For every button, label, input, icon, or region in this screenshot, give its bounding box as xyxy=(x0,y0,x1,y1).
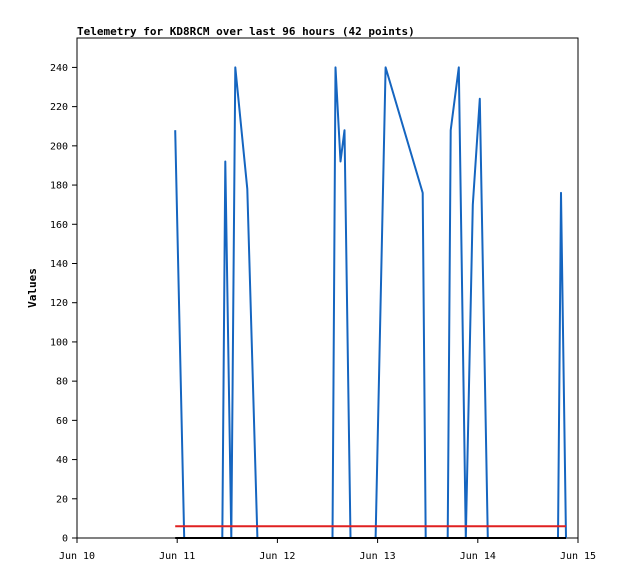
y-axis-label: Values xyxy=(26,268,39,308)
y-tick-label: 60 xyxy=(56,416,68,427)
y-tick-label: 80 xyxy=(56,377,68,388)
y-tick-label: 40 xyxy=(56,455,68,466)
x-tick-label: Jun 14 xyxy=(460,551,496,562)
y-tick-label: 200 xyxy=(50,141,68,152)
y-tick-label: 160 xyxy=(50,220,68,231)
x-tick-label: Jun 12 xyxy=(259,551,295,562)
x-tick-label: Jun 15 xyxy=(560,551,596,562)
y-tick-label: 240 xyxy=(50,63,68,74)
y-tick-label: 20 xyxy=(56,494,68,505)
y-tick-label: 180 xyxy=(50,181,68,192)
x-tick-label: Jun 10 xyxy=(59,551,95,562)
y-tick-label: 220 xyxy=(50,102,68,113)
y-tick-label: 100 xyxy=(50,337,68,348)
y-tick-label: 140 xyxy=(50,259,68,270)
y-axis-ticks: 0 20 40 60 80 100 120 140 160 180 200 220 240 xyxy=(50,63,77,545)
plot-frame xyxy=(76,37,579,539)
y-tick-label: 0 xyxy=(62,534,68,545)
chart-title: Telemetry for KD8RCM over last 96 hours … xyxy=(77,25,415,38)
x-axis-ticks: Jun 10 Jun 11 Jun 12 Jun 13 Jun 14 Jun 15 xyxy=(59,538,596,562)
plot-border xyxy=(76,37,579,539)
series-layer xyxy=(174,66,567,539)
x-tick-label: Jun 13 xyxy=(360,551,396,562)
series-line-1 xyxy=(174,66,567,539)
y-tick-label: 120 xyxy=(50,298,68,309)
x-tick-label: Jun 11 xyxy=(159,551,195,562)
